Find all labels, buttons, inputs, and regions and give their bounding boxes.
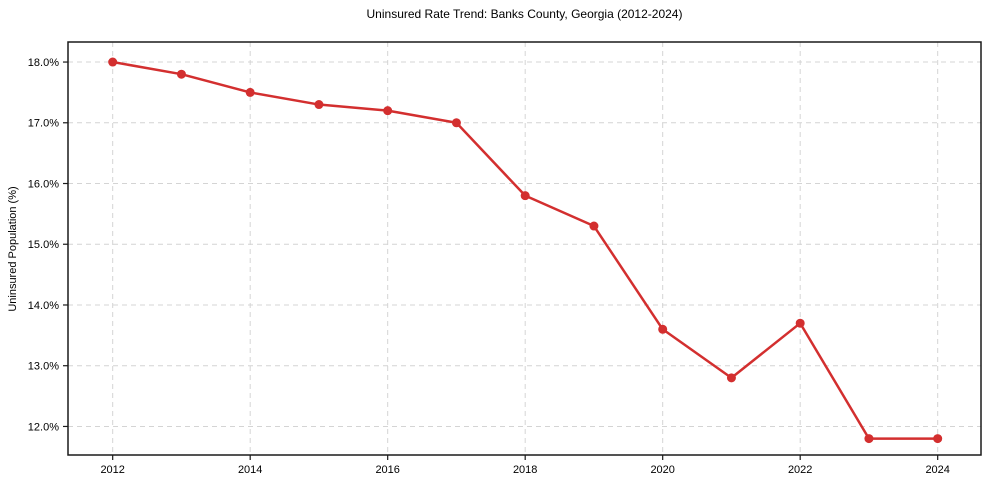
y-tick-label: 13.0% (28, 361, 59, 373)
x-tick-label: 2012 (100, 464, 124, 476)
y-tick-label: 16.0% (28, 178, 59, 190)
y-tick-label: 15.0% (28, 239, 59, 251)
x-tick-label: 2022 (788, 464, 812, 476)
x-tick-label: 2014 (238, 464, 262, 476)
y-tick-label: 17.0% (28, 118, 59, 130)
data-point (176, 69, 186, 79)
data-point (864, 434, 874, 444)
data-point (933, 434, 943, 444)
data-point (658, 324, 668, 334)
data-point (726, 373, 736, 383)
data-point (520, 191, 530, 201)
data-point (245, 87, 255, 97)
x-tick-label: 2016 (375, 464, 399, 476)
y-tick-label: 12.0% (28, 421, 59, 433)
data-point (795, 318, 805, 328)
x-tick-label: 2020 (650, 464, 674, 476)
x-tick-label: 2018 (513, 464, 537, 476)
data-point (589, 221, 599, 231)
axes-frame (67, 41, 982, 456)
y-tick-label: 14.0% (28, 300, 59, 312)
x-tick-label: 2024 (925, 464, 949, 476)
chart-title: Uninsured Rate Trend: Banks County, Geor… (366, 7, 683, 21)
y-tick-label: 18.0% (28, 57, 59, 69)
data-point (108, 57, 118, 67)
data-point (451, 118, 461, 128)
data-point (314, 100, 324, 110)
data-point (383, 106, 393, 116)
